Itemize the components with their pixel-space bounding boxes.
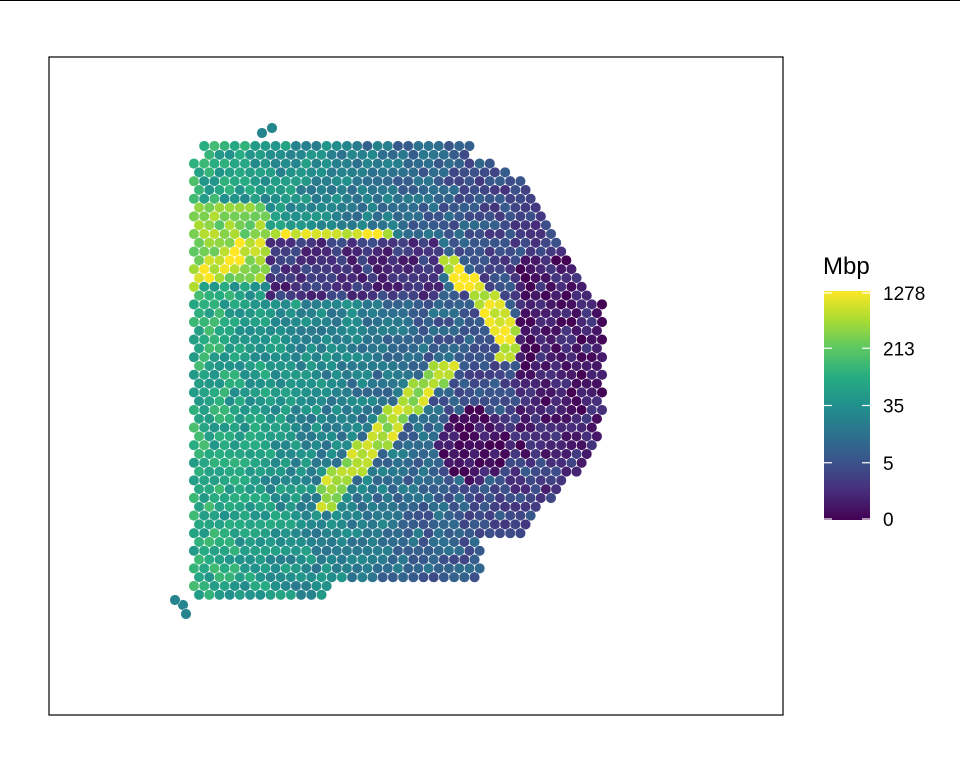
tissue-spot xyxy=(581,448,593,460)
tissue-spot xyxy=(591,430,603,442)
tissue-spot xyxy=(591,395,603,407)
top-rule xyxy=(0,0,960,1)
tissue-spot xyxy=(550,483,562,495)
tissue-spot xyxy=(468,536,481,548)
tissue-spot xyxy=(570,272,583,284)
tissue-spot xyxy=(494,527,506,539)
color-legend: Mbp 1278 213 35 5 0 xyxy=(823,253,925,531)
tissue-spot xyxy=(550,237,562,249)
tissue-spot xyxy=(224,589,236,601)
tissue-spot xyxy=(203,589,215,601)
tissue-spot xyxy=(555,474,567,486)
tissue-spot xyxy=(484,527,496,539)
tissue-spot xyxy=(463,140,475,152)
tissue-spot xyxy=(305,589,317,601)
legend-tick-label: 0 xyxy=(883,510,894,531)
tissue-spot xyxy=(560,254,572,266)
legend-tick-label: 213 xyxy=(883,339,915,360)
tissue-spot xyxy=(581,290,593,302)
tissue-spot xyxy=(530,202,542,214)
tissue-spot xyxy=(586,439,598,451)
legend-tick-label: 35 xyxy=(883,397,904,418)
tissue-spot xyxy=(596,351,608,363)
tissue-spot xyxy=(499,166,511,178)
tissue-spot xyxy=(458,149,470,161)
tissue-spot xyxy=(468,554,481,566)
tissue-spot xyxy=(387,571,399,583)
tissue-spot xyxy=(234,589,246,601)
tissue-spot xyxy=(275,589,287,601)
tissue-spot xyxy=(315,589,328,601)
tissue-spot xyxy=(256,127,268,139)
tissue-spot xyxy=(474,545,486,557)
tissue-spot xyxy=(193,589,205,601)
tissue-spot xyxy=(407,571,419,583)
legend-title: Mbp xyxy=(823,253,870,280)
tissue-spot xyxy=(484,158,496,170)
tissue-spot xyxy=(591,378,603,390)
tissue-spot xyxy=(397,571,409,583)
tissue-spot xyxy=(213,589,226,601)
tissue-spot xyxy=(596,316,608,328)
tissue-spot xyxy=(525,193,537,205)
tissue-spot xyxy=(525,510,537,522)
tissue-spot xyxy=(591,360,603,372)
tissue-spot xyxy=(519,184,532,196)
tissue-spot xyxy=(468,571,481,583)
tissue-spot xyxy=(458,571,470,583)
tissue-spot xyxy=(180,608,192,620)
tissue-spot xyxy=(244,589,256,601)
tissue-spot xyxy=(438,571,450,583)
tissue-spot xyxy=(417,571,430,583)
tissue-spot xyxy=(519,518,532,530)
tissue-spot xyxy=(504,527,516,539)
tissue-spot xyxy=(264,589,277,601)
tissue-spot xyxy=(596,404,608,416)
tissue-spot xyxy=(586,422,598,434)
tissue-spot xyxy=(377,571,389,583)
tissue-spot xyxy=(336,571,348,583)
tissue-spot xyxy=(570,466,583,478)
tissue-spot xyxy=(545,228,557,240)
tissue-spot xyxy=(596,369,608,381)
tissue-spot xyxy=(514,527,526,539)
tissue-spot xyxy=(591,342,603,354)
tissue-spot xyxy=(428,571,440,583)
legend-tick-label: 1278 xyxy=(883,284,925,305)
tissue-spot xyxy=(266,122,278,134)
tissue-spot xyxy=(591,325,603,337)
tissue-spot xyxy=(366,571,379,583)
tissue-spot xyxy=(254,589,266,601)
tissue-spot xyxy=(474,562,486,574)
tissue-spot xyxy=(346,571,358,583)
tissue-spot xyxy=(448,571,460,583)
tissue-spot xyxy=(555,246,567,258)
tissue-spot xyxy=(540,219,552,231)
tissue-spot xyxy=(591,413,603,425)
tissue-spot xyxy=(514,175,526,187)
tissue-spot xyxy=(565,263,577,275)
tissue-spot xyxy=(596,298,608,310)
tissue-spot xyxy=(356,571,368,583)
tissue-spot xyxy=(169,594,181,606)
tissue-spot xyxy=(576,281,588,293)
tissue-spot xyxy=(596,386,608,398)
tissue-spot xyxy=(545,492,557,504)
tissue-spots xyxy=(169,122,608,620)
tissue-spot xyxy=(285,589,297,601)
tissue-spot xyxy=(530,501,542,513)
tissue-spot xyxy=(591,307,603,319)
tissue-spot xyxy=(576,457,588,469)
tissue-spot xyxy=(321,580,333,592)
tissue-spot xyxy=(295,589,307,601)
tissue-spot xyxy=(596,334,608,346)
tissue-spot xyxy=(535,210,547,222)
legend-tick-label: 5 xyxy=(883,454,894,475)
